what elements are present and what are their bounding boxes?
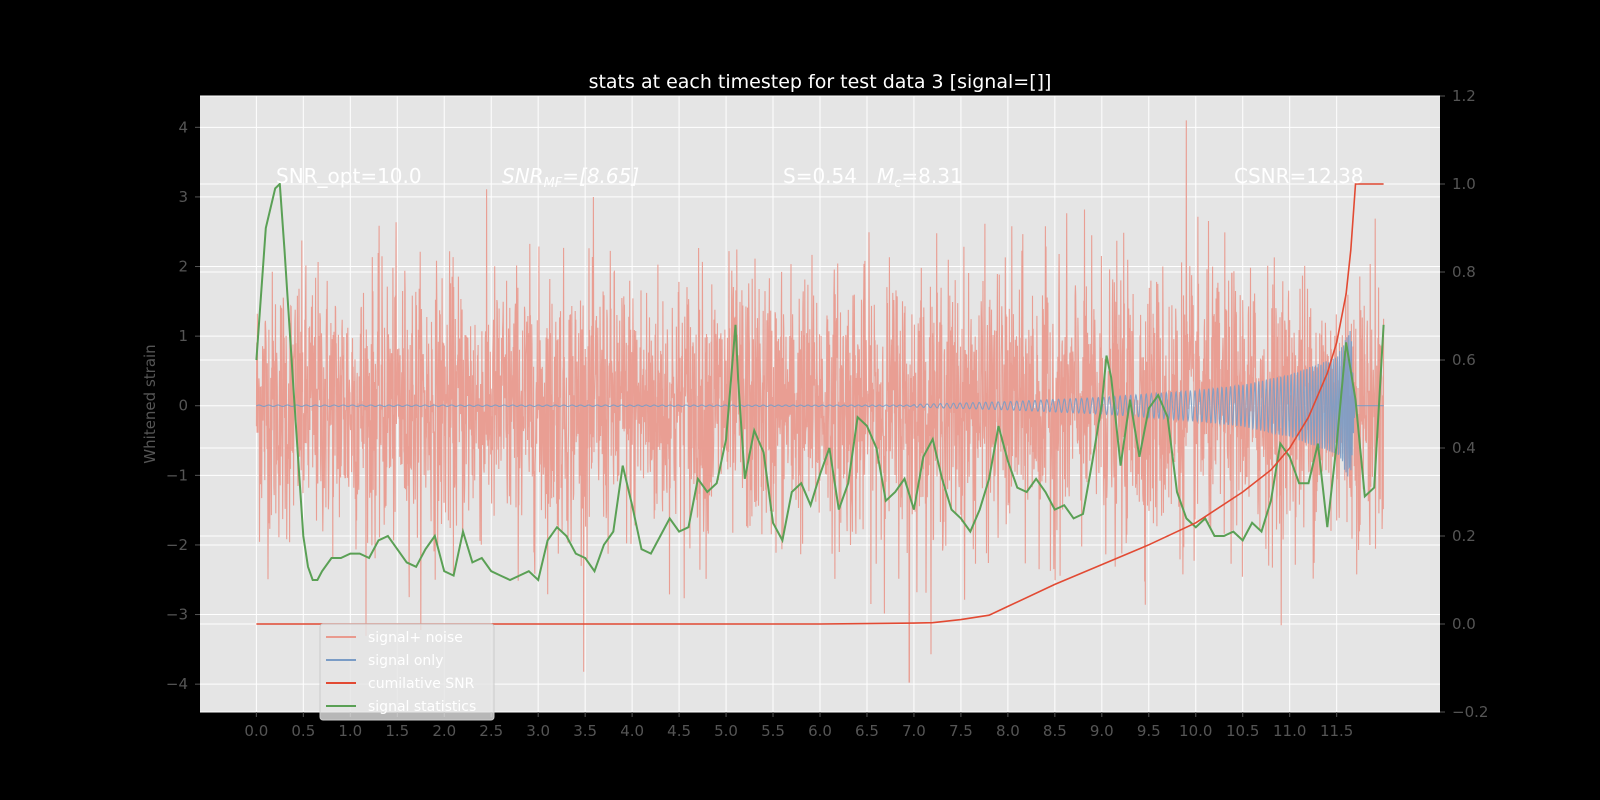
- y-left-tick-label: 2: [178, 258, 188, 276]
- x-axis-ticks: 0.0 0.5 1.0 1.5 2.0 2.5 3.0 3.5 4.0 4.5 5.0 5.5 6.0 6…: [244, 712, 1353, 740]
- x-tick-label: 2.5: [479, 722, 503, 740]
- legend-label-signal-only: signal only: [368, 653, 443, 669]
- y-left-tick-label: 4: [178, 118, 188, 136]
- chart-title: stats at each timestep for test data 3 […: [589, 71, 1052, 93]
- y-right-tick-label: 0.0: [1452, 615, 1476, 633]
- y-right-tick-label: 1.0: [1452, 175, 1476, 193]
- x-tick-label: 11.0: [1273, 722, 1306, 740]
- x-tick-label: 8.5: [1043, 722, 1067, 740]
- x-tick-label: 11.5: [1320, 722, 1353, 740]
- y-left-tick-label: 1: [178, 327, 188, 345]
- legend-label-cumulative-snr: cumilative SNR: [368, 676, 475, 692]
- annotation-snr-mf: SNRMF=[8.65]: [502, 164, 639, 191]
- legend-box: [319, 623, 495, 721]
- x-tick-label: 10.5: [1226, 722, 1259, 740]
- y-axis-right-ticks: −0.2 0.0 0.2 0.4 0.6 0.8 1.0 1.2: [1440, 87, 1488, 721]
- y-left-tick-label: −1: [166, 466, 188, 484]
- x-tick-label: 9.0: [1090, 722, 1114, 740]
- signal-plus-noise-line: [255, 120, 1385, 683]
- cumulative-snr-series: [256, 183, 1384, 625]
- signal-only-line: [256, 330, 1384, 477]
- y-left-tick-label: 3: [178, 188, 188, 206]
- x-tick-label: 6.0: [808, 722, 832, 740]
- y-axis-left-ticks: −4 −3 −2 −1 0 1 2 3 4: [166, 118, 200, 693]
- x-tick-label: 4.0: [620, 722, 644, 740]
- annotation-snr-opt: SNR_opt=10.0: [276, 164, 422, 188]
- signal-only-series: [256, 330, 1384, 477]
- annotation-csnr: CSNR=12.38: [1234, 164, 1364, 188]
- legend: signal+ noise signal only cumilative SNR…: [319, 623, 495, 721]
- y-left-tick-label: −2: [166, 536, 188, 554]
- x-tick-label: 10.0: [1179, 722, 1212, 740]
- legend-label-signal-statistics: signal statistics: [368, 699, 476, 715]
- annotation-s: S=0.54: [783, 164, 857, 188]
- y-right-tick-label: 0.8: [1452, 263, 1476, 281]
- x-tick-label: 5.5: [761, 722, 785, 740]
- x-tick-label: 1.5: [385, 722, 409, 740]
- x-tick-label: 2.0: [432, 722, 456, 740]
- x-tick-label: 4.5: [667, 722, 691, 740]
- y-left-tick-label: −4: [166, 675, 188, 693]
- y-right-tick-label: 0.4: [1452, 439, 1476, 457]
- y-right-tick-label: 0.6: [1452, 351, 1476, 369]
- y-right-tick-label: −0.2: [1452, 703, 1488, 721]
- x-tick-label: 1.0: [338, 722, 362, 740]
- x-tick-label: 9.5: [1137, 722, 1161, 740]
- x-tick-label: 3.0: [526, 722, 550, 740]
- y-right-tick-label: 1.2: [1452, 87, 1476, 105]
- annotation-mc: Mc=8.31: [877, 164, 963, 191]
- y-axis-label: Whitened strain: [141, 344, 159, 463]
- signal-statistics-line: [255, 181, 1385, 582]
- cumulative-snr-line: [256, 183, 1384, 625]
- x-tick-label: 5.0: [714, 722, 738, 740]
- y-left-tick-label: 0: [178, 397, 188, 415]
- legend-label-signal-plus-noise: signal+ noise: [368, 630, 463, 646]
- x-tick-label: 0.0: [244, 722, 268, 740]
- y-left-tick-label: −3: [166, 606, 188, 624]
- x-tick-label: 6.5: [855, 722, 879, 740]
- x-tick-label: 0.5: [291, 722, 315, 740]
- signal-plus-noise-series: [255, 120, 1385, 683]
- x-tick-label: 7.0: [902, 722, 926, 740]
- x-tick-label: 3.5: [573, 722, 597, 740]
- signal-statistics-series: [255, 181, 1385, 582]
- y-right-tick-label: 0.2: [1452, 527, 1476, 545]
- x-tick-label: 8.0: [996, 722, 1020, 740]
- x-tick-label: 7.5: [949, 722, 973, 740]
